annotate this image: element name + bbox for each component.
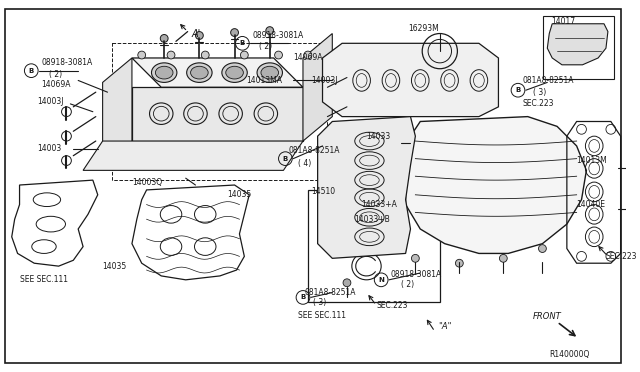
Polygon shape xyxy=(317,116,415,258)
Text: 16293M: 16293M xyxy=(408,24,439,33)
Text: 14033+B: 14033+B xyxy=(354,215,390,224)
Circle shape xyxy=(275,51,282,59)
Circle shape xyxy=(230,29,239,36)
Ellipse shape xyxy=(222,63,247,83)
Text: 081A8-8251A: 081A8-8251A xyxy=(288,146,340,155)
Ellipse shape xyxy=(226,66,243,79)
Text: SEC.223: SEC.223 xyxy=(376,301,408,310)
Text: 08918-3081A: 08918-3081A xyxy=(252,31,303,40)
Text: 14069A: 14069A xyxy=(41,80,70,89)
Circle shape xyxy=(160,35,168,42)
Text: SEE SEC.111: SEE SEC.111 xyxy=(298,311,346,320)
Circle shape xyxy=(499,254,508,262)
Circle shape xyxy=(345,70,353,77)
Polygon shape xyxy=(406,116,586,253)
Circle shape xyxy=(195,32,204,39)
Text: 14003J: 14003J xyxy=(311,76,337,85)
Text: ( 2): ( 2) xyxy=(401,280,414,289)
Text: B: B xyxy=(300,294,306,301)
Text: FRONT: FRONT xyxy=(532,312,561,321)
Polygon shape xyxy=(102,58,132,166)
Ellipse shape xyxy=(187,63,212,83)
Text: 14040E: 14040E xyxy=(577,200,605,209)
Text: 14510: 14510 xyxy=(311,187,335,196)
Text: 14033+A: 14033+A xyxy=(362,200,397,209)
Circle shape xyxy=(345,99,353,107)
Text: 14013M: 14013M xyxy=(577,156,607,165)
Bar xyxy=(308,190,440,302)
Polygon shape xyxy=(83,141,303,170)
Ellipse shape xyxy=(152,63,177,83)
Text: 14003Q: 14003Q xyxy=(132,177,162,187)
Circle shape xyxy=(343,279,351,287)
Text: B: B xyxy=(515,87,520,93)
Text: 14035: 14035 xyxy=(102,262,127,271)
Circle shape xyxy=(167,51,175,59)
Bar xyxy=(543,16,614,80)
Polygon shape xyxy=(323,43,499,116)
Text: 08918-3081A: 08918-3081A xyxy=(41,58,92,67)
Circle shape xyxy=(456,259,463,267)
Text: B: B xyxy=(283,155,288,162)
Text: 14003J: 14003J xyxy=(37,97,63,106)
Text: SEC.223: SEC.223 xyxy=(523,99,554,108)
Circle shape xyxy=(266,27,274,35)
Circle shape xyxy=(304,51,312,59)
Text: 14069A: 14069A xyxy=(293,54,323,62)
Ellipse shape xyxy=(257,63,282,83)
Text: SEC.223: SEC.223 xyxy=(606,252,637,261)
Text: 14003: 14003 xyxy=(37,144,61,153)
Text: R140000Q: R140000Q xyxy=(549,350,589,359)
Polygon shape xyxy=(547,24,608,65)
Text: 081A8-8251A: 081A8-8251A xyxy=(523,76,574,85)
Text: SEE SEC.111: SEE SEC.111 xyxy=(20,275,68,284)
Ellipse shape xyxy=(191,66,208,79)
Text: 14033: 14033 xyxy=(367,132,391,141)
Circle shape xyxy=(538,245,547,253)
Text: 14035: 14035 xyxy=(227,190,251,199)
Ellipse shape xyxy=(156,66,173,79)
Circle shape xyxy=(241,51,248,59)
Circle shape xyxy=(412,254,419,262)
Text: ( 2): ( 2) xyxy=(49,70,62,79)
Text: 08918-3081A: 08918-3081A xyxy=(391,270,442,279)
Text: ( 4): ( 4) xyxy=(298,159,311,168)
Text: 081A8-8251A: 081A8-8251A xyxy=(305,288,356,297)
Text: 14013MA: 14013MA xyxy=(246,76,282,85)
Text: ( 3): ( 3) xyxy=(313,298,326,307)
Text: 14017: 14017 xyxy=(551,17,575,26)
Text: N: N xyxy=(378,277,384,283)
Circle shape xyxy=(202,51,209,59)
Text: B: B xyxy=(240,40,245,46)
Text: ( 3): ( 3) xyxy=(532,88,546,97)
Text: B: B xyxy=(29,68,34,74)
Ellipse shape xyxy=(261,66,278,79)
Text: "A": "A" xyxy=(438,322,451,331)
Polygon shape xyxy=(132,58,303,87)
Text: ( 2): ( 2) xyxy=(259,42,272,51)
Polygon shape xyxy=(132,87,303,141)
Polygon shape xyxy=(303,33,332,141)
Circle shape xyxy=(138,51,146,59)
Text: A': A' xyxy=(191,29,201,39)
